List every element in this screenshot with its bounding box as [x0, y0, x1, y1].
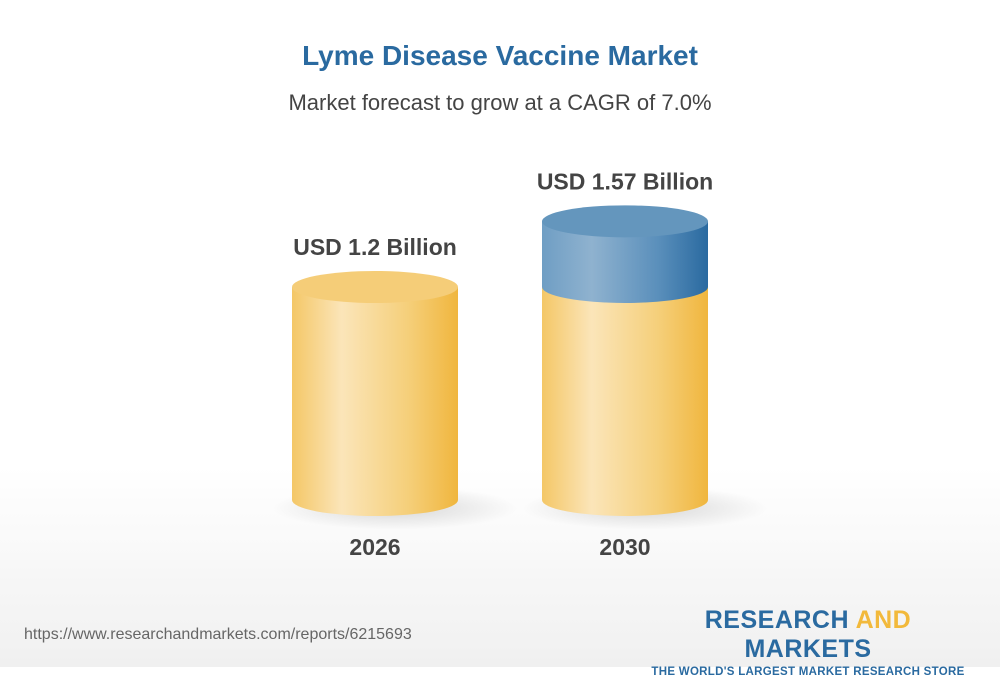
bar-2026 — [292, 287, 458, 516]
bar-top-2030 — [542, 205, 708, 238]
category-label: 2026 — [349, 534, 400, 560]
category-label: 2030 — [599, 534, 650, 560]
bar-top-2026 — [292, 271, 458, 303]
chart-subtitle: Market forecast to grow at a CAGR of 7.0… — [288, 90, 712, 115]
research-and-markets-logo: RESEARCH AND MARKETS THE WORLD'S LARGEST… — [651, 606, 965, 678]
cylinder-chart: USD 1.2 Billion 2026 USD 1.57 Billion 2030 — [272, 168, 768, 560]
data-label: USD 1.57 Billion — [537, 168, 713, 194]
chart-title: Lyme Disease Vaccine Market — [302, 40, 698, 71]
report-url[interactable]: https://www.researchandmarkets.com/repor… — [24, 626, 412, 643]
bar-growth-2030 — [542, 221, 708, 303]
bar-2030 — [542, 287, 708, 516]
data-label: USD 1.2 Billion — [293, 234, 457, 260]
